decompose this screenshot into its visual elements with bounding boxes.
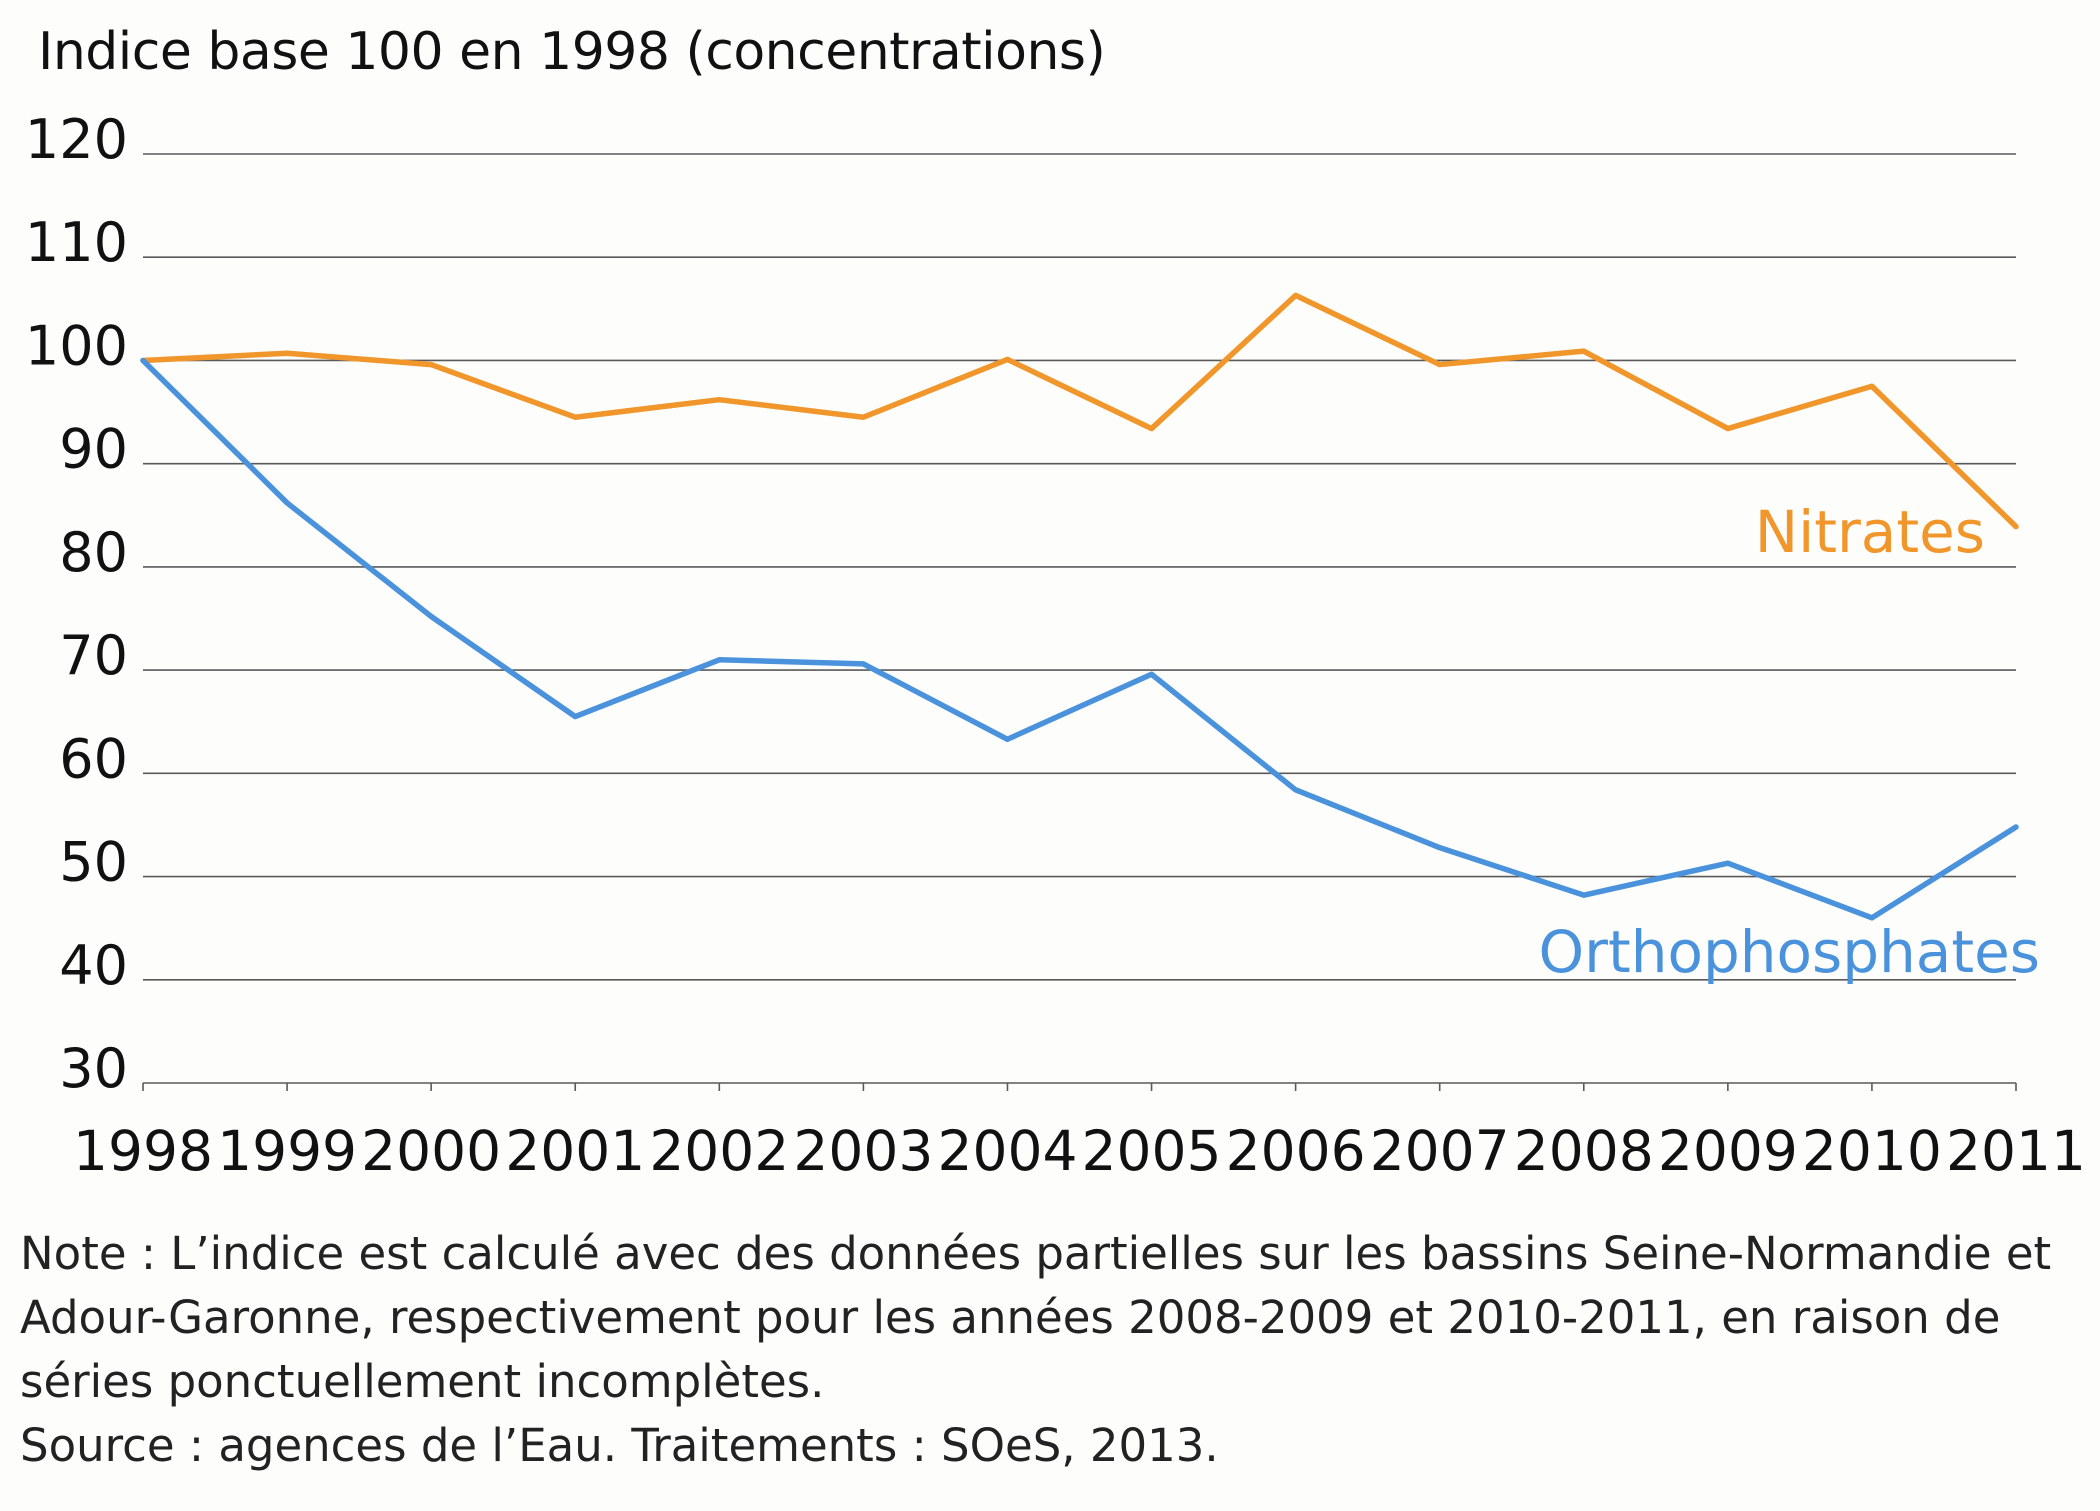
y-tick-label-100: 100	[25, 314, 128, 377]
chart-note: Note : L’indice est calculé avec des don…	[20, 1227, 2052, 1408]
gridlines	[143, 153, 2016, 981]
y-tick-labels: 30 40 50 60 70 80 90 100 110 120	[25, 108, 128, 1100]
x-tick-labels: 1998 1999 2000 2001 2002 2003 2004 2005 2006 2007…	[73, 1119, 2086, 1183]
y-tick-label-30: 30	[59, 1037, 128, 1100]
x-tick-label-2002: 2002	[649, 1119, 789, 1183]
x-tick-label-2009: 2009	[1658, 1119, 1798, 1183]
x-tick-label-2011: 2011	[1946, 1119, 2086, 1183]
chart: Indice base 100 en 1998 (concentrations)…	[25, 22, 2086, 1183]
y-tick-label-40: 40	[59, 934, 128, 997]
y-tick-label-90: 90	[59, 418, 128, 481]
chart-source: Source : agences de l’Eau. Traitements :…	[20, 1419, 1219, 1472]
series-line-orthophosphates	[140, 357, 2019, 921]
x-tick-label-1999: 1999	[217, 1119, 357, 1183]
line-chart-svg: 30 40 50 60 70 80 90 100 110 120 1998 1999 2000 2001…	[25, 108, 2086, 1183]
x-tick-label-2005: 2005	[1082, 1119, 1222, 1183]
y-tick-label-110: 110	[25, 211, 128, 274]
x-tick-label-2001: 2001	[505, 1119, 645, 1183]
y-tick-label-50: 50	[59, 831, 128, 894]
series-lines	[140, 292, 2019, 921]
y-tick-label-80: 80	[59, 521, 128, 584]
y-tick-label-70: 70	[59, 624, 128, 687]
x-tick-label-2004: 2004	[937, 1119, 1077, 1183]
y-tick-label-60: 60	[59, 727, 128, 790]
x-tick-label-1998: 1998	[73, 1119, 213, 1183]
x-tick-label-2006: 2006	[1226, 1119, 1366, 1183]
x-tick-label-2010: 2010	[1802, 1119, 1942, 1183]
x-tick-label-2000: 2000	[361, 1119, 501, 1183]
series-label-orthophosphates: Orthophosphates	[1538, 918, 2040, 986]
x-tick-label-2007: 2007	[1370, 1119, 1510, 1183]
x-axis	[142, 1082, 2017, 1091]
x-tick-label-2008: 2008	[1514, 1119, 1654, 1183]
x-tick-label-2003: 2003	[793, 1119, 933, 1183]
y-tick-label-120: 120	[25, 108, 128, 171]
footnotes: Note : L’indice est calculé avec des don…	[20, 1222, 2070, 1478]
y-axis-label: Indice base 100 en 1998 (concentrations)	[38, 22, 1106, 82]
series-labels: Nitrates Orthophosphates	[1538, 498, 2040, 986]
series-label-nitrates: Nitrates	[1755, 498, 1985, 566]
series-line-nitrates	[140, 292, 2019, 530]
